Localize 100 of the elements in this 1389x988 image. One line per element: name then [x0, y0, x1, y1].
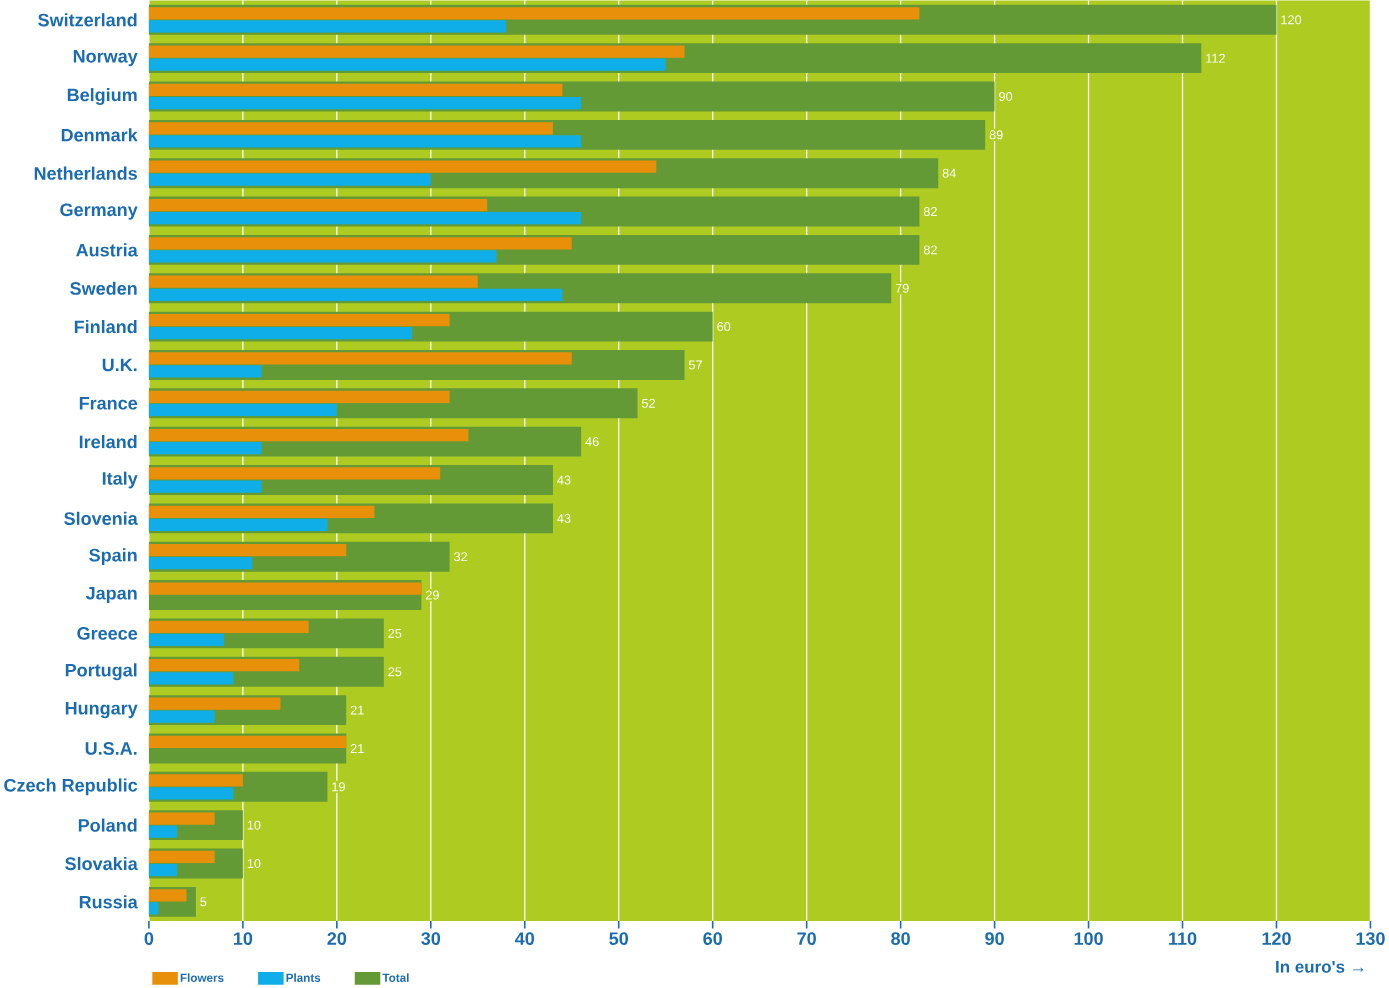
bar — [148, 710, 215, 723]
data-label: 29 — [425, 590, 439, 600]
data-label: 25 — [388, 629, 402, 639]
data-label: 21 — [350, 744, 364, 754]
bar — [148, 787, 234, 800]
x-tick-label: 40 — [515, 932, 535, 946]
bar — [148, 84, 563, 97]
bar — [148, 314, 450, 327]
y-tick-label: Czech Republic — [4, 778, 138, 796]
bar — [148, 45, 685, 58]
x-tick-label: 130 — [1356, 932, 1385, 946]
data-label: 90 — [999, 92, 1013, 102]
data-label: 84 — [942, 168, 956, 178]
bar — [148, 620, 309, 634]
data-label: 79 — [895, 283, 909, 293]
y-tick-label: Finland — [74, 320, 137, 334]
bar — [148, 480, 262, 493]
y-tick-label: Ireland — [79, 435, 137, 449]
y-tick-label: U.K. — [102, 358, 137, 372]
x-tick-label: 60 — [703, 932, 722, 946]
bar — [148, 889, 187, 902]
bar — [148, 199, 488, 212]
bar — [148, 902, 159, 915]
data-label: 21 — [350, 705, 364, 715]
x-tick-label: 120 — [1262, 932, 1291, 946]
bar — [148, 365, 262, 378]
bar — [148, 352, 572, 365]
y-tick-label: Netherlands — [34, 166, 137, 181]
bar — [148, 582, 422, 595]
data-label: 89 — [989, 130, 1003, 140]
y-tick-label: Denmark — [61, 128, 138, 142]
x-tick-label: 90 — [985, 932, 1004, 946]
data-label: 57 — [688, 360, 702, 370]
y-tick-label: U.S.A. — [85, 742, 137, 756]
bar — [148, 825, 178, 838]
y-tick-label: Italy — [102, 471, 138, 489]
bar — [148, 557, 253, 570]
x-tick-label: 110 — [1169, 932, 1197, 946]
x-tick-label: 0 — [144, 932, 154, 946]
data-label: 46 — [585, 437, 599, 447]
bar — [148, 160, 657, 173]
x-tick-label: 10 — [233, 932, 253, 946]
data-label: 19 — [332, 782, 345, 792]
y-tick-label: Sweden — [70, 281, 137, 296]
bar — [148, 173, 431, 187]
bar — [148, 135, 582, 148]
legend-label: Plants — [286, 973, 321, 983]
bar — [148, 237, 572, 250]
y-tick-label: Norway — [73, 50, 138, 67]
x-tick-label: 20 — [327, 932, 347, 946]
y-tick-label: Hungary — [65, 702, 138, 719]
y-tick-label: Russia — [79, 895, 138, 909]
bar — [148, 633, 225, 647]
y-tick-label: Slovakia — [65, 857, 138, 871]
y-tick-label: Poland — [78, 818, 137, 832]
y-tick-label: Slovenia — [64, 511, 138, 526]
bar — [148, 774, 243, 787]
bar — [148, 275, 478, 289]
data-label: 120 — [1281, 15, 1302, 25]
bar — [148, 327, 413, 340]
x-axis-title: In euro's → — [1276, 961, 1364, 973]
y-tick-label: Japan — [85, 587, 137, 604]
data-label: 32 — [454, 552, 468, 562]
x-tick-label: 70 — [797, 932, 816, 946]
bar — [148, 58, 666, 71]
x-tick-label: 30 — [421, 932, 441, 946]
bar — [148, 20, 506, 33]
legend-label: Flowers — [180, 973, 224, 983]
data-label: 82 — [923, 207, 937, 217]
bar — [148, 429, 469, 442]
y-tick-label: Spain — [89, 548, 137, 566]
bar — [148, 467, 441, 480]
bar — [148, 697, 281, 710]
data-label: 43 — [557, 475, 571, 485]
data-label: 112 — [1206, 53, 1225, 63]
bar — [148, 851, 215, 864]
data-label: 82 — [923, 245, 937, 255]
bar — [148, 442, 262, 455]
x-tick-label: 50 — [609, 932, 628, 946]
bar — [148, 122, 553, 135]
bar — [148, 212, 582, 225]
bar — [148, 390, 450, 404]
bar — [148, 250, 497, 263]
data-label: 10 — [247, 820, 261, 830]
bar — [148, 403, 337, 417]
data-label: 5 — [200, 897, 207, 907]
legend-label: Total — [382, 973, 409, 983]
bar — [148, 672, 234, 685]
y-tick-label: Germany — [60, 203, 138, 220]
y-tick-label: France — [79, 397, 138, 410]
y-tick-label: Greece — [77, 627, 138, 640]
bar — [148, 735, 347, 749]
x-tick-label: 100 — [1074, 932, 1103, 946]
bar — [148, 97, 582, 110]
bar — [148, 518, 328, 532]
bar — [148, 659, 300, 672]
data-label: 60 — [717, 322, 731, 332]
y-tick-label: Switzerland — [38, 13, 137, 27]
bar — [148, 505, 375, 519]
x-tick-label: 80 — [891, 932, 910, 946]
